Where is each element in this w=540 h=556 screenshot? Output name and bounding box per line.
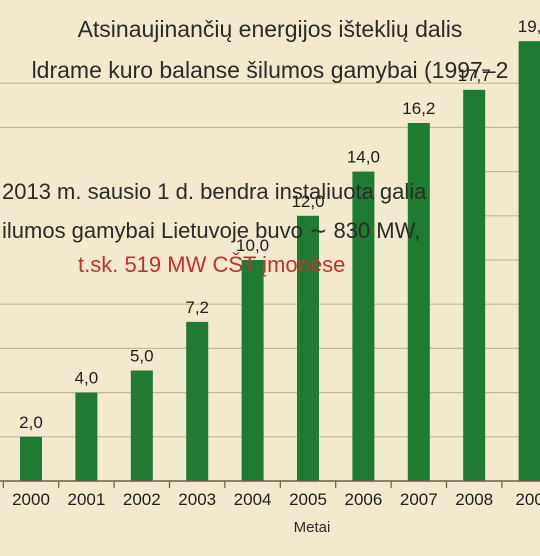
value-label-2004: 10,0 (236, 236, 269, 255)
x-tick-label-2004: 2004 (234, 490, 272, 509)
value-label-2001: 4,0 (75, 369, 99, 388)
bar-2004 (241, 260, 264, 481)
bar-2003 (186, 321, 209, 481)
bar-2008 (463, 89, 486, 481)
x-tick-label-2000: 2000 (12, 490, 50, 509)
x-tick-label-2007: 2007 (400, 490, 438, 509)
bar-2007 (407, 122, 430, 481)
bar-2001 (75, 392, 98, 481)
annotation-line1: 2013 m. sausio 1 d. bendra instaliuota g… (2, 179, 427, 204)
value-label-2007: 16,2 (402, 99, 435, 118)
bars (20, 41, 540, 482)
bar-200 (518, 41, 540, 482)
x-tick-labels: 2000 2001 2002 2003 2004 2005 2006 2007 2008 200 (12, 490, 540, 509)
x-tick-label-2002: 2002 (123, 490, 161, 509)
x-axis-title: Metai (294, 519, 331, 536)
bar-2002 (130, 370, 153, 481)
value-labels: 2,0 4,0 5,0 7,2 10,0 12,0 14,0 16,2 17,7 19, (19, 17, 540, 432)
value-label-2002: 5,0 (130, 347, 154, 366)
value-label-2006: 14,0 (347, 148, 380, 167)
annotation-background (0, 168, 478, 286)
annotation-line3: t.sk. 519 MW CŠT įmonėse (78, 252, 345, 277)
bar-2006 (352, 171, 375, 481)
x-tick-label-2001: 2001 (67, 490, 105, 509)
x-tick-label-2008: 2008 (455, 490, 493, 509)
x-tick-label-200: 200 (515, 490, 540, 509)
chart-title-line1: Atsinaujinančių energijos išteklių dalis (78, 16, 463, 42)
bar-2005 (297, 215, 319, 482)
x-ticks (2, 481, 503, 488)
value-label-200: 19, (518, 17, 540, 36)
x-tick-label-2003: 2003 (178, 490, 216, 509)
bar-2000 (20, 436, 42, 481)
x-tick-label-2005: 2005 (289, 490, 327, 509)
value-label-2000: 2,0 (19, 413, 43, 432)
value-label-2005: 12,0 (291, 192, 324, 211)
gridlines (0, 82, 540, 438)
x-tick-label-2006: 2006 (344, 490, 382, 509)
value-label-2008: 17,7 (458, 66, 491, 85)
annotation-line2: ilumos gamybai Lietuvoje buvo ∼ 830 MW, (2, 218, 420, 243)
value-label-2003: 7,2 (185, 298, 209, 317)
chart-title-line2: ldrame kuro balanse šilumos gamybai (199… (32, 57, 509, 83)
